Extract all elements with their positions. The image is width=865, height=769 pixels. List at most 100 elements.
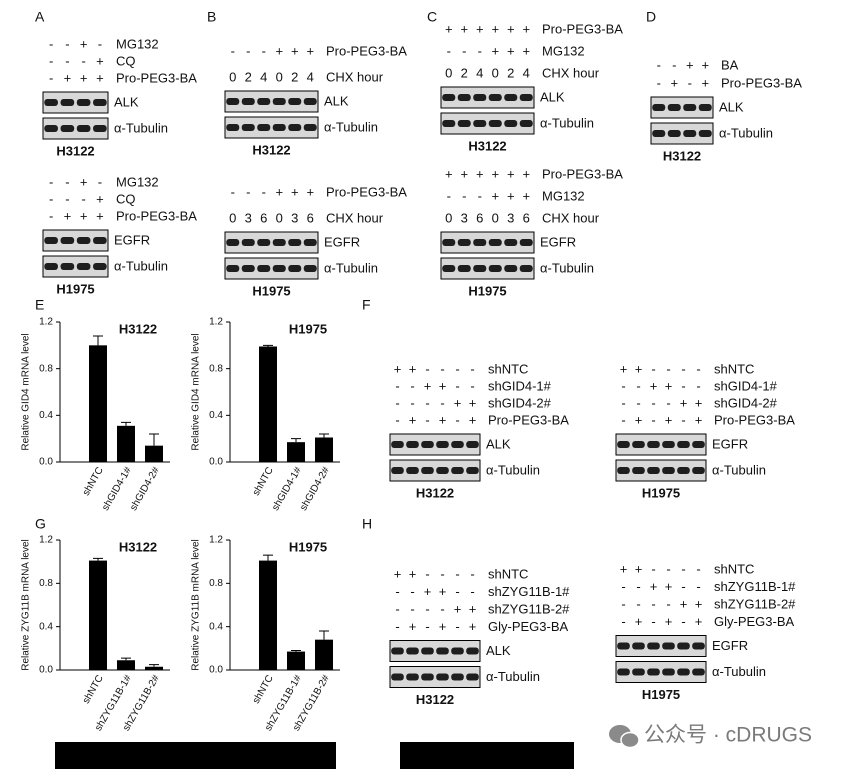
blot-band [652, 104, 666, 111]
blot-band [391, 441, 404, 448]
band-label: ALK [486, 436, 511, 451]
blot-band [406, 647, 419, 655]
y-axis-label: Relative GID4 mRNA level [191, 333, 202, 450]
band-label: α-Tubulin [712, 462, 766, 477]
panel-letter: D [646, 9, 656, 25]
treatment-sign: - [681, 378, 685, 393]
blot-band [303, 265, 317, 272]
blot-band [632, 467, 645, 474]
blot-band [692, 467, 705, 474]
y-axis-label: Relative GID4 mRNA level [21, 333, 32, 450]
y-tick-label: 1.2 [39, 535, 53, 546]
treatment-label: Pro-PEG3-BA [326, 43, 407, 58]
treatment-sign: - [49, 208, 53, 223]
panel-letter: C [427, 9, 437, 25]
band-label: EGFR [712, 436, 748, 451]
blot-band [451, 467, 464, 474]
treatment-label: Pro-PEG3-BA [721, 75, 802, 90]
treatment-sign: + [275, 184, 283, 199]
treatment-sign: - [651, 412, 655, 427]
y-tick-label: 1.2 [209, 535, 223, 546]
blot-band [504, 239, 518, 246]
blot-band [226, 265, 240, 272]
treatment-sign: - [262, 43, 266, 58]
blot-band [442, 239, 456, 246]
treatment-label: shZYG11B-2# [488, 601, 570, 616]
blot-band [257, 98, 271, 105]
panel-letter: A [35, 9, 45, 25]
treatment-sign: - [425, 566, 429, 581]
treatment-sign: + [680, 395, 688, 410]
treatment-sign: - [636, 596, 640, 611]
treatment-sign: + [409, 361, 417, 376]
treatment-sign: + [665, 614, 673, 629]
treatment-label: shNTC [714, 361, 754, 376]
bar [145, 445, 163, 462]
treatment-sign: + [522, 43, 530, 58]
treatment-sign: + [695, 596, 703, 611]
treatment-sign: - [65, 174, 69, 189]
y-tick-label: 0.4 [39, 410, 53, 421]
blot-band [60, 237, 75, 244]
treatment-sign: + [394, 361, 402, 376]
treatment-sign: - [681, 579, 685, 594]
blot-membrane [650, 96, 714, 119]
treatment-sign: - [231, 43, 235, 58]
error-bar [263, 344, 273, 347]
cell-line: H3122 [416, 692, 454, 707]
band-label: α-Tubulin [540, 115, 594, 130]
treatment-sign: - [681, 561, 685, 576]
treatment-sign: 0 [276, 210, 283, 225]
panel-letter: E [35, 297, 44, 313]
y-tick-label: 1.2 [209, 317, 223, 328]
band-label: α-Tubulin [324, 260, 378, 275]
blot-band [44, 237, 58, 244]
treatment-sign: + [701, 75, 709, 90]
blot-band [677, 668, 690, 676]
error-bar [319, 630, 329, 640]
blot-band [617, 467, 630, 474]
blot-membrane [650, 122, 714, 145]
bar [259, 346, 277, 462]
blot-band [257, 124, 271, 131]
treatment-sign: - [666, 361, 670, 376]
blot-band [257, 239, 271, 246]
blot-band [677, 467, 690, 474]
treatment-sign: - [681, 412, 685, 427]
band-label: ALK [540, 89, 565, 104]
treatment-sign: + [424, 378, 432, 393]
treatment-sign: - [636, 395, 640, 410]
treatment-sign: 3 [461, 210, 468, 225]
treatment-sign: + [409, 619, 417, 634]
treatment-sign: 0 [492, 210, 499, 225]
bar [287, 442, 305, 462]
blot-band [519, 265, 533, 272]
treatment-sign: 4 [307, 69, 314, 84]
treatment-sign: + [665, 579, 673, 594]
panel-letter: B [207, 9, 216, 25]
blot-membrane [224, 231, 319, 254]
treatment-sign: + [409, 566, 417, 581]
treatment-sign: - [410, 584, 414, 599]
treatment-sign: - [49, 70, 53, 85]
treatment-label: CQ [116, 191, 136, 206]
treatment-sign: - [462, 43, 466, 58]
treatment-label: shGID4-1# [488, 378, 552, 393]
treatment-sign: - [65, 36, 69, 51]
cell-line: H3122 [663, 148, 701, 163]
treatment-sign: + [439, 584, 447, 599]
treatment-sign: + [469, 412, 477, 427]
blot-band [241, 239, 255, 246]
blot-band [698, 130, 712, 137]
blot-band [436, 673, 449, 681]
treatment-sign: - [688, 75, 692, 90]
treatment-label: shZYG11B-2# [714, 596, 796, 611]
treatment-sign: - [666, 596, 670, 611]
treatment-label: Gly-PEG3-BA [488, 619, 569, 634]
blot-band [442, 265, 456, 272]
error-bar [149, 664, 159, 667]
treatment-sign: - [395, 378, 399, 393]
blot-band [406, 441, 419, 448]
treatment-sign: 2 [461, 65, 468, 80]
treatment-sign: - [425, 619, 429, 634]
